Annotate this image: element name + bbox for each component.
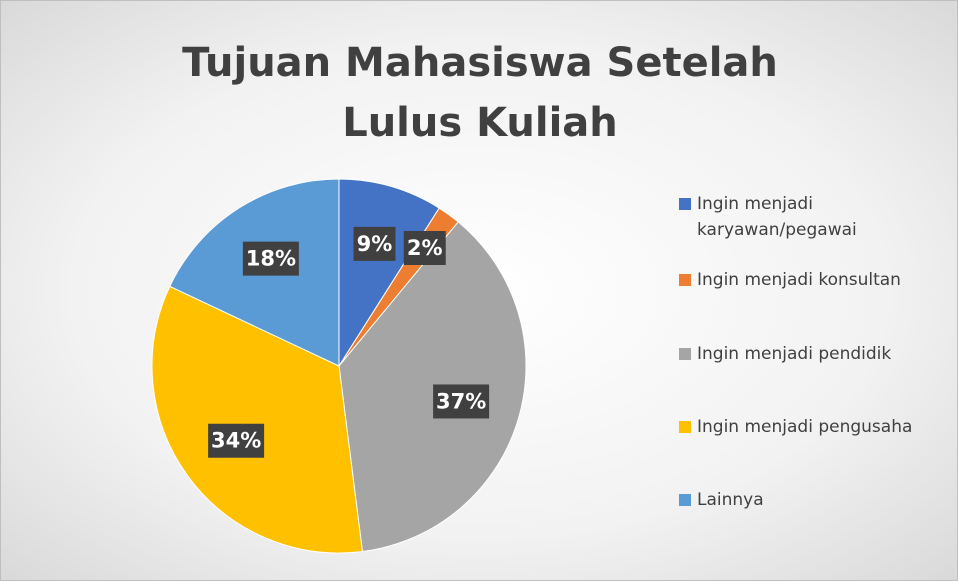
data-label-box: [353, 226, 396, 261]
legend-label: Lainnya: [697, 490, 764, 510]
legend-swatch: [679, 421, 691, 433]
data-label: 2%: [407, 236, 443, 260]
data-label-box: [403, 230, 446, 265]
legend-label: Ingin menjadi pengusaha: [697, 417, 913, 437]
legend-label: Ingin menjadi pendidik: [697, 344, 892, 364]
legend-item: Lainnya: [679, 487, 954, 513]
data-label-box: [242, 241, 299, 276]
data-label: 18%: [246, 247, 296, 271]
legend-item: Ingin menjadi karyawan/pegawai: [679, 191, 954, 243]
data-label: 34%: [211, 429, 261, 453]
legend-swatch: [679, 494, 691, 506]
legend-swatch: [679, 198, 691, 210]
chart-title: Tujuan Mahasiswa Setelah Lulus Kuliah: [182, 40, 778, 146]
data-label-box: [433, 384, 490, 419]
pie-slice: [151, 285, 363, 554]
legend-item: Ingin menjadi pendidik: [679, 341, 954, 367]
data-label: 9%: [357, 232, 393, 256]
pie-slice: [338, 221, 527, 553]
legend-item: Ingin menjadi pengusaha: [679, 414, 954, 440]
legend-label: Ingin menjadi konsultan: [697, 270, 901, 290]
legend-swatch: [679, 274, 691, 286]
legend-item: Ingin menjadi konsultan: [679, 267, 954, 293]
data-label-box: [208, 423, 265, 458]
pie-slice: [338, 178, 440, 368]
legend-swatch: [679, 348, 691, 360]
legend-label: Ingin menjadi karyawan/pegawai: [697, 194, 857, 240]
data-label: 37%: [436, 389, 486, 413]
